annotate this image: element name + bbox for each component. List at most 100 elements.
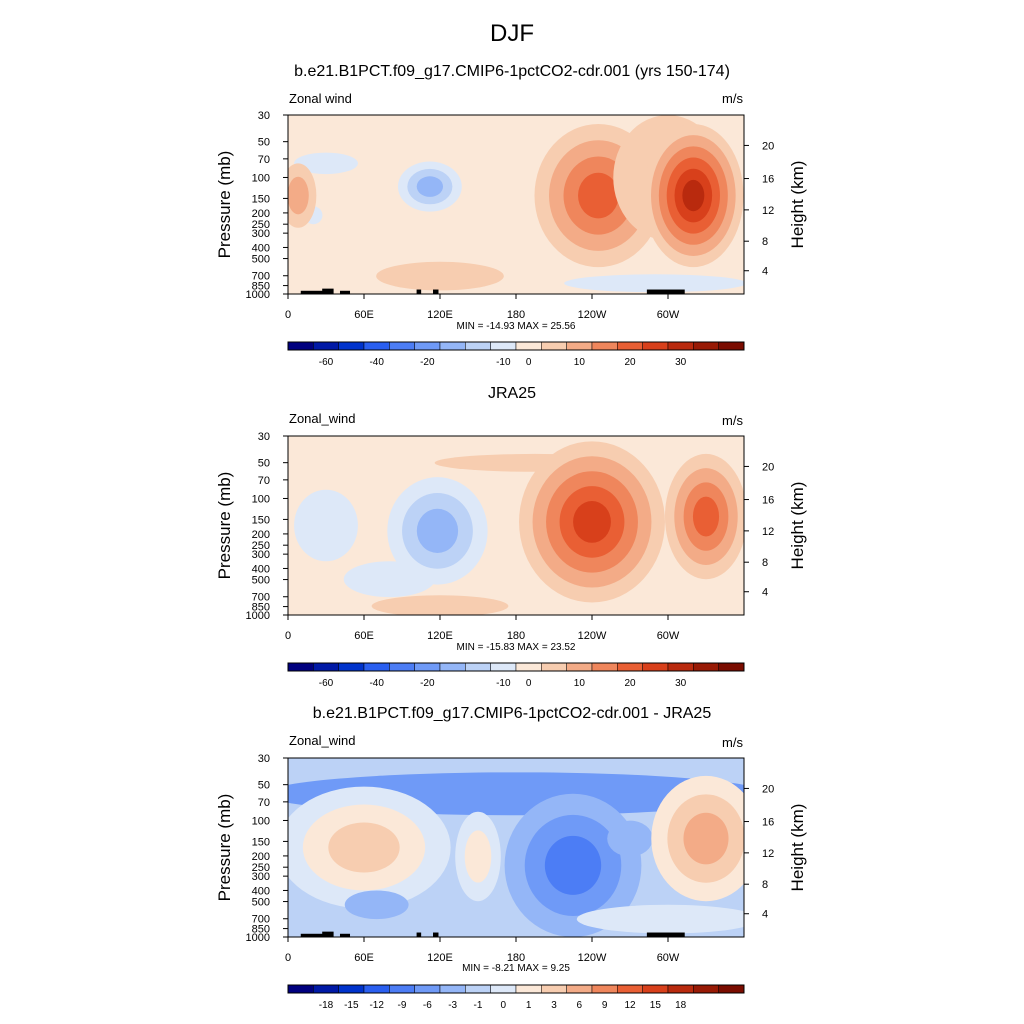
contour-region [564,274,744,293]
pressure-tick-label: 30 [258,431,270,443]
colorbar-swatch [465,341,491,351]
longitude-tick-label: 120E [427,630,453,642]
longitude-tick-label: 120W [578,630,607,642]
colorbar-swatch [313,341,339,351]
colorbar-3: -18 -15 -12 -9 -6 -3 -1 0 1 3 6 9 12 15 18 [287,984,745,1011]
pressure-tick-label: 400 [252,242,270,254]
colorbar-swatch [414,662,441,672]
colorbar-swatch [566,662,593,672]
height-tick-label: 20 [762,461,774,473]
colorbar-swatch [617,341,643,351]
longitude-tick-label: 180 [507,309,525,321]
colorbar-label: 0 [526,357,532,368]
longitude-tick-label: 120E [427,309,453,321]
colorbar-swatch [363,341,390,351]
height-tick-label: 8 [762,236,768,248]
pressure-axis-title: Pressure (mb) [215,794,234,902]
contour-region [288,176,309,215]
panel-2-units: m/s [722,413,743,428]
colorbar-swatch [389,662,415,672]
pressure-tick-label: 50 [258,137,270,149]
colorbar-swatch [667,341,694,351]
pressure-tick-label: 1000 [246,932,270,944]
height-tick-label: 4 [762,587,768,599]
colorbar-label: -40 [369,357,384,368]
colorbar-label: -18 [319,1000,334,1011]
colorbar-swatch [439,662,466,672]
pressure-tick-label: 500 [252,254,270,266]
longitude-tick-label: 0 [285,309,291,321]
height-tick-label: 8 [762,557,768,569]
pressure-tick-label: 200 [252,529,270,541]
pressure-axis-title: Pressure (mb) [215,472,234,580]
height-tick-label: 16 [762,495,774,507]
colorbar-swatch [490,984,517,994]
pressure-tick-label: 700 [252,914,270,926]
colorbar-swatch [617,662,643,672]
orography-block [300,933,324,937]
colorbar-label: 20 [624,678,636,689]
longitude-tick-label: 120W [578,952,607,964]
colorbar-swatch [667,662,694,672]
colorbar-swatch [389,341,415,351]
panel-2-stats: MIN = -15.83 MAX = 23.52 [456,642,576,653]
colorbar-swatch [490,662,517,672]
colorbar-swatch [287,341,314,351]
height-axis-title: Height (km) [788,482,807,570]
colorbar-label: -12 [369,1000,384,1011]
colorbar-swatch [287,984,314,994]
pressure-tick-label: 850 [252,281,270,293]
longitude-tick-label: 60E [354,952,374,964]
colorbar-swatch [414,984,441,994]
colorbar-label: -10 [496,678,511,689]
pressure-tick-label: 300 [252,549,270,561]
contour-region [683,812,729,865]
panel-1-units: m/s [722,91,743,106]
colorbar-label: -6 [423,1000,432,1011]
colorbar-swatch [541,984,567,994]
colorbar-1: -60 -40 -20 -10 0 10 20 30 [287,341,745,368]
pressure-tick-label: 850 [252,602,270,614]
pressure-tick-label: 100 [252,815,270,827]
colorbar-frame [287,984,745,994]
pressure-tick-label: 400 [252,885,270,897]
colorbar-label: 30 [675,678,687,689]
colorbar-swatch [541,662,567,672]
colorbar-label: -60 [319,678,334,689]
pressure-tick-label: 300 [252,228,270,240]
pressure-tick-label: 100 [252,493,270,505]
contour-region [576,904,744,934]
panel-1-stats: MIN = -14.93 MAX = 25.56 [456,321,576,332]
height-tick-label: 12 [762,848,774,860]
colorbar-swatch [490,341,517,351]
colorbar-label: -20 [420,678,435,689]
colorbar-label: 10 [574,357,586,368]
contour-region [376,261,504,291]
longitude-tick-label: 180 [507,952,525,964]
longitude-tick-label: 60W [657,952,680,964]
height-axis-title: Height (km) [788,804,807,892]
pressure-tick-label: 700 [252,592,270,604]
colorbar-swatch [363,662,390,672]
colorbar-swatch [465,662,491,672]
longitude-tick-label: 60E [354,630,374,642]
colorbar-swatch [591,341,618,351]
colorbar-frame [287,341,745,351]
height-tick-label: 16 [762,817,774,829]
pressure-tick-label: 400 [252,563,270,575]
colorbar-label: 30 [675,357,687,368]
colorbar-2: -60 -40 -20 -10 0 10 20 30 [287,662,745,689]
orography-block [433,932,439,937]
colorbar-label: 1 [526,1000,532,1011]
contour-region [578,172,619,219]
pressure-tick-label: 50 [258,458,270,470]
contour-region [607,820,653,857]
pressure-tick-label: 50 [258,780,270,792]
contour-region [371,595,509,615]
colorbar-label: 0 [526,678,532,689]
colorbar-label: 18 [675,1000,687,1011]
longitude-tick-label: 60W [657,630,680,642]
longitude-tick-label: 0 [285,630,291,642]
panel-3-stats: MIN = -8.21 MAX = 9.25 [462,963,570,974]
height-tick-label: 16 [762,174,774,186]
